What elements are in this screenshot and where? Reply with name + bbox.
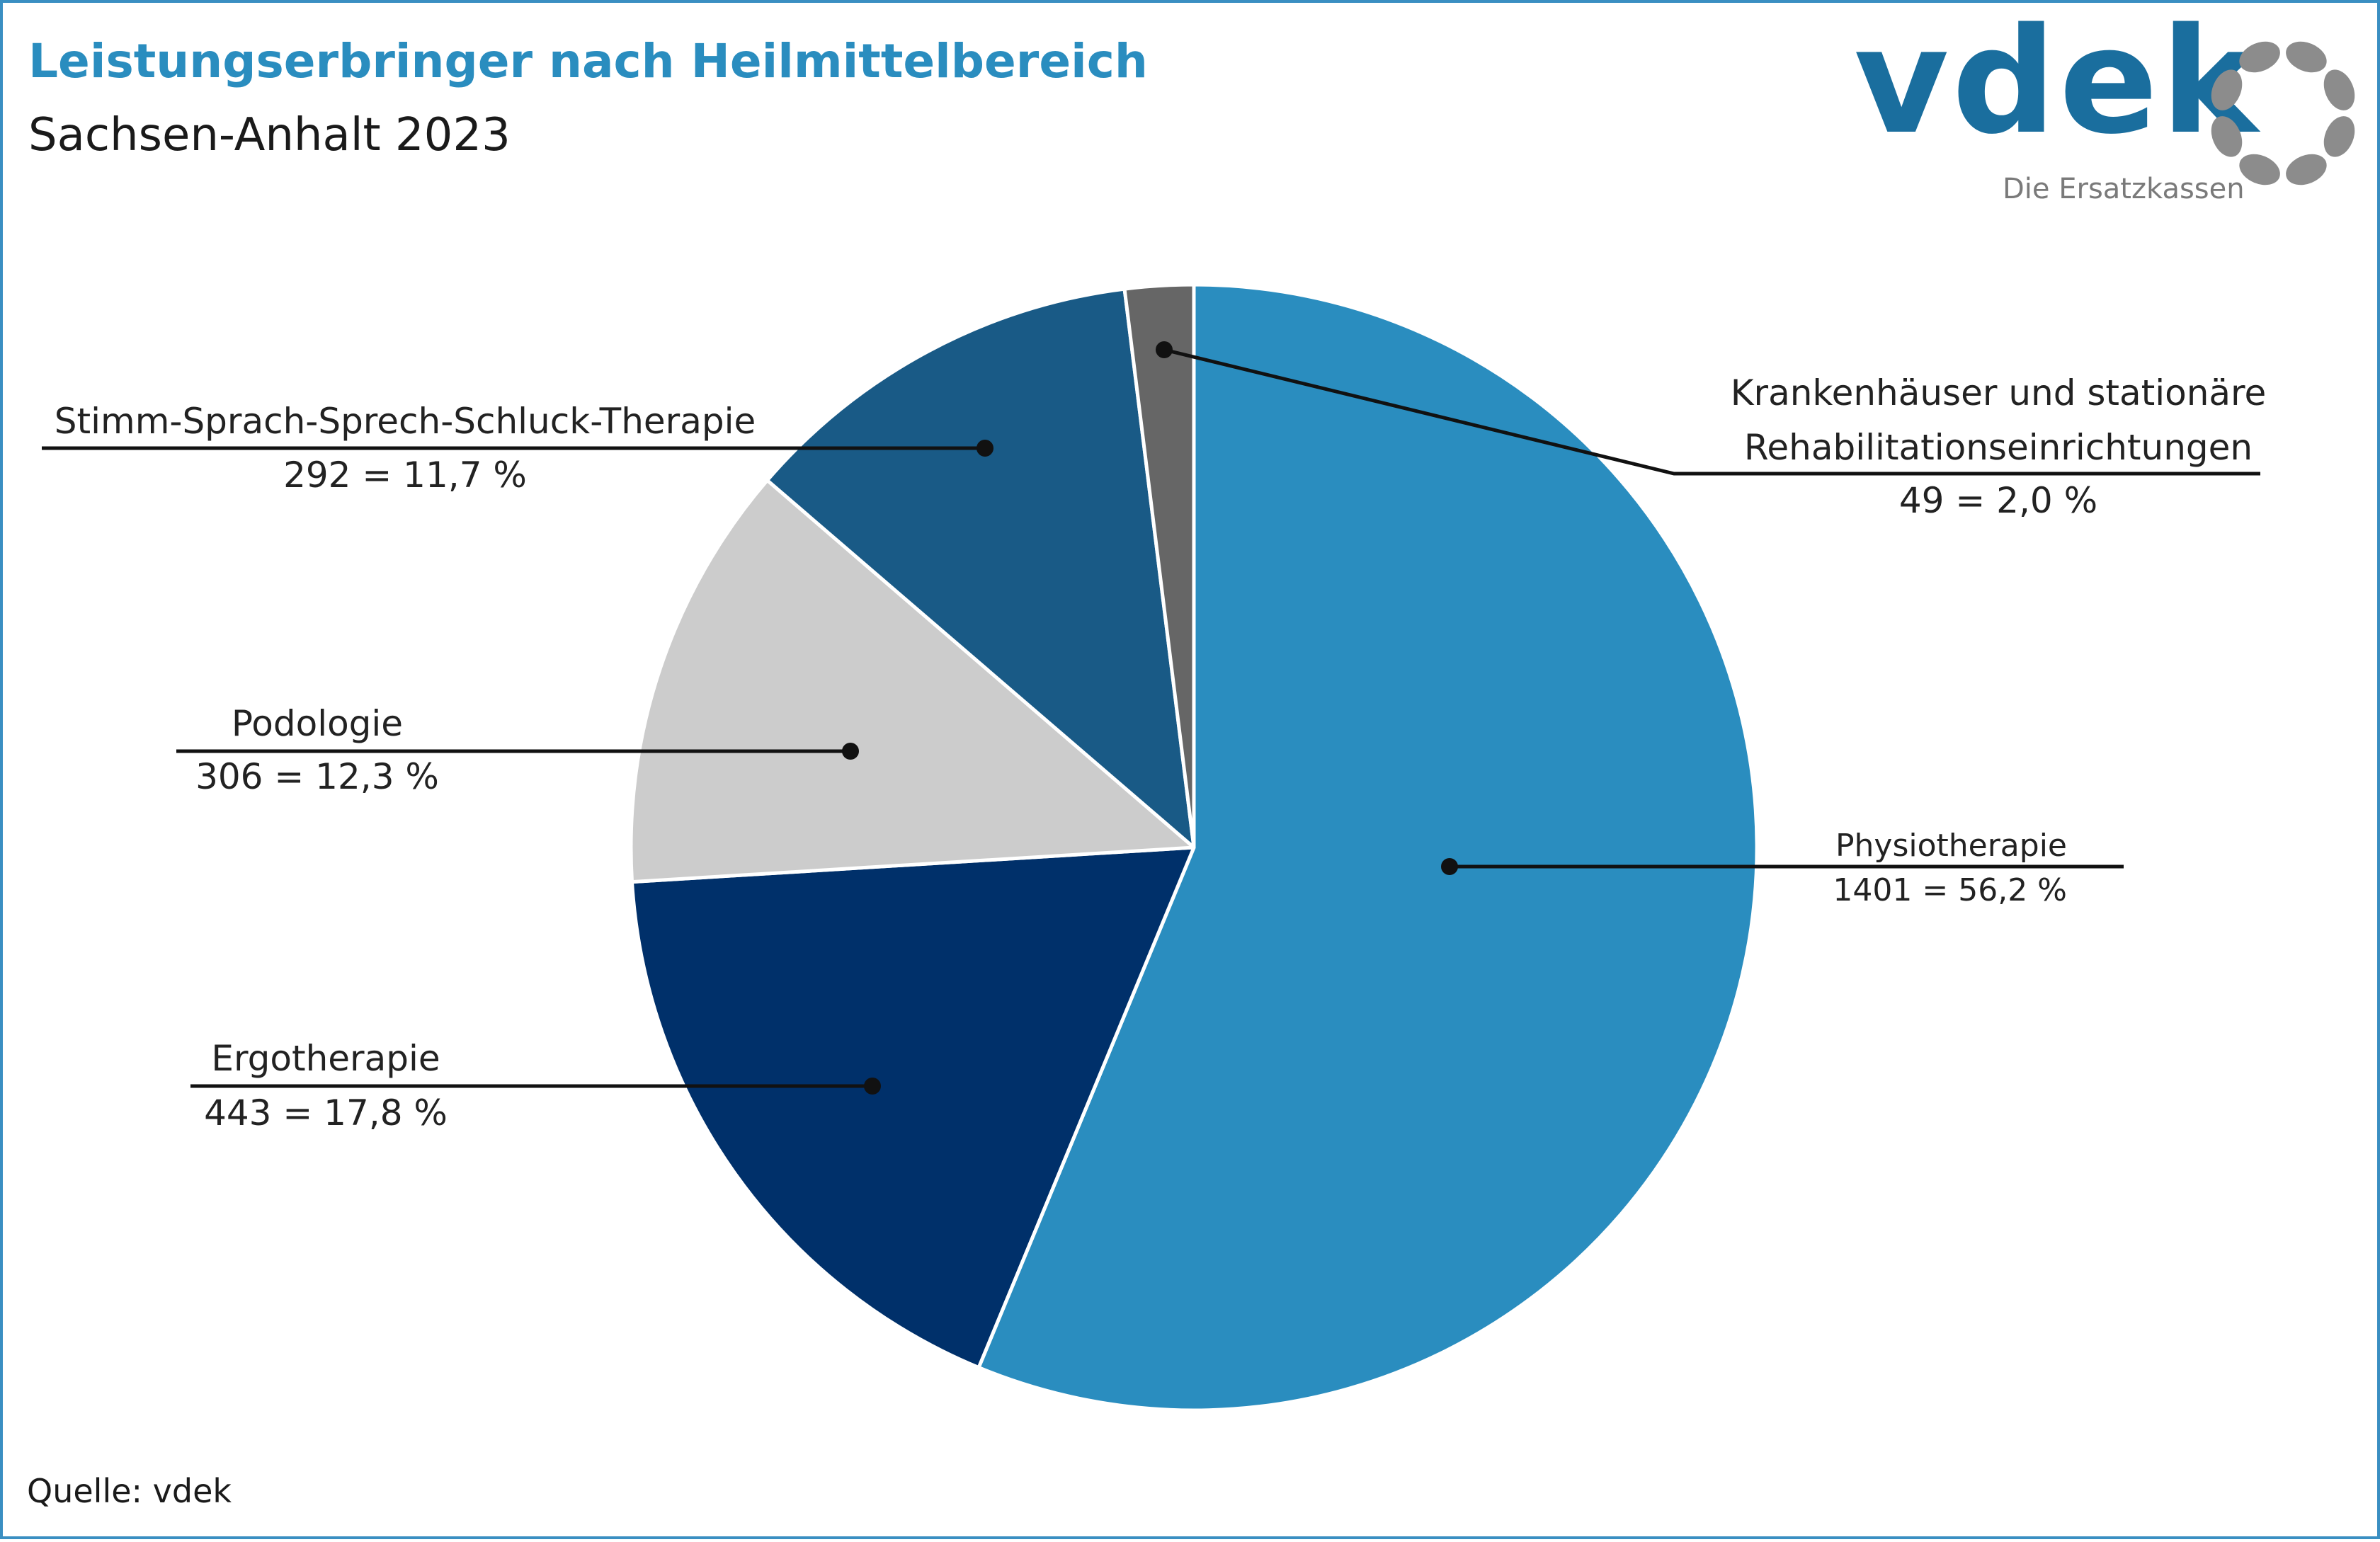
pie-slice: [630, 845, 1196, 1370]
leader-dot: [1156, 341, 1173, 358]
chart-title: Leistungserbringer nach Heilmittelbereic…: [28, 34, 1148, 88]
vdek-logo: vdek Die Ersatzkassen: [1837, 8, 2375, 215]
logo-tagline: Die Ersatzkassen: [2003, 173, 2245, 205]
logo-ring-segment: [2323, 69, 2355, 110]
logo-ring-segment: [2286, 154, 2327, 185]
leader-dot: [977, 440, 993, 457]
slice-value-label: 306 = 12,3 %: [195, 756, 439, 797]
slice-label: Podologie: [232, 703, 403, 744]
slice-label: Physiotherapie: [1835, 828, 2067, 864]
logo-ring-segment: [2323, 116, 2355, 157]
logo-ring-segment: [2239, 41, 2280, 73]
pie-chart: Physiotherapie 1401 = 56,2 % Ergotherapie 4…: [42, 282, 2267, 1412]
leader-dot: [1441, 858, 1458, 875]
slice-label: Stimm-Sprach-Sprech-Schluck-Therapie: [55, 401, 756, 442]
slice-label: Rehabilitationseinrichtungen: [1744, 427, 2253, 468]
pie-slice: [1122, 282, 1196, 850]
logo-ring-icon: [2211, 41, 2355, 185]
pie-slice: [629, 478, 1196, 884]
slice-value-label: 1401 = 56,2 %: [1833, 872, 2067, 908]
logo-ring-segment: [2239, 154, 2280, 185]
slice-label: Ergotherapie: [211, 1038, 440, 1079]
leader-dot: [842, 743, 859, 760]
slice-value-label: 292 = 11,7 %: [283, 455, 527, 496]
pie-slice: [765, 287, 1196, 850]
slice-value-label: 443 = 17,8 %: [204, 1092, 448, 1133]
source-note: Quelle: vdek: [27, 1472, 232, 1510]
logo-ring-segment: [2211, 116, 2243, 157]
slice-value-label: 49 = 2,0 %: [1899, 480, 2097, 521]
logo-ring-segment: [2211, 69, 2243, 110]
leader-line: [1163, 348, 2260, 476]
pie-slice: [977, 282, 1759, 1412]
chart-subtitle: Sachsen-Anhalt 2023: [28, 109, 511, 161]
logo-ring-segment: [2286, 41, 2327, 73]
slice-label: Krankenhäuser und stationäre: [1731, 372, 2267, 413]
leader-dot: [864, 1078, 881, 1095]
logo-wordmark: vdek: [1854, 0, 2261, 166]
